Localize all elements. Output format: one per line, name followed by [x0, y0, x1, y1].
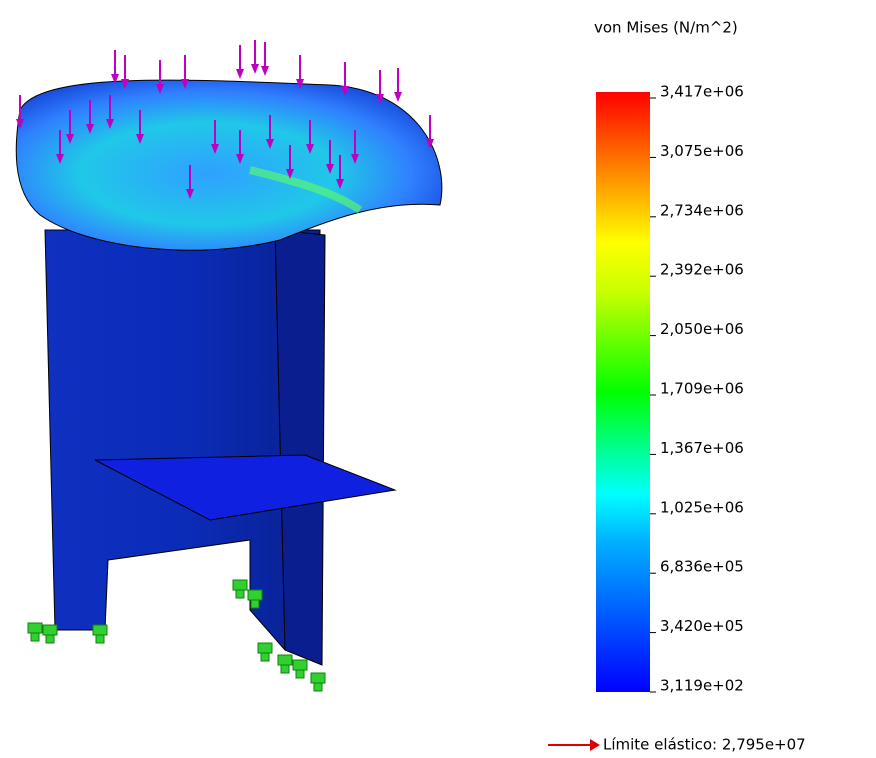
- tick-label: 2,392e+06: [660, 261, 744, 279]
- page: von Mises (N/m^2) 3,417e+06 3,075e+06 2,73…: [0, 0, 876, 758]
- color-bar: [596, 92, 650, 692]
- model: [16, 40, 442, 691]
- tick-label: 6,836e+05: [660, 558, 744, 576]
- tick-label: 3,420e+05: [660, 617, 744, 635]
- legend-title: von Mises (N/m^2): [594, 19, 738, 37]
- legend-ticks: 3,417e+06 3,075e+06 2,734e+06 2,392e+06 2,05…: [650, 83, 744, 695]
- yield-arrow: [590, 739, 600, 751]
- tick-label: 1,709e+06: [660, 380, 744, 398]
- tick-label: 2,050e+06: [660, 320, 744, 338]
- tick-label: 3,075e+06: [660, 142, 744, 160]
- tick-label: 1,367e+06: [660, 439, 744, 457]
- yield-label: Límite elástico: 2,795e+07: [603, 736, 806, 754]
- tick-label: 2,734e+06: [660, 201, 744, 219]
- tick-label: 3,119e+02: [660, 677, 744, 695]
- stress-plot: von Mises (N/m^2) 3,417e+06 3,075e+06 2,73…: [0, 0, 876, 758]
- top-surface: [16, 80, 442, 250]
- yield-marker: [548, 739, 600, 751]
- tick-label: 3,417e+06: [660, 83, 744, 101]
- tick-label: 1,025e+06: [660, 498, 744, 516]
